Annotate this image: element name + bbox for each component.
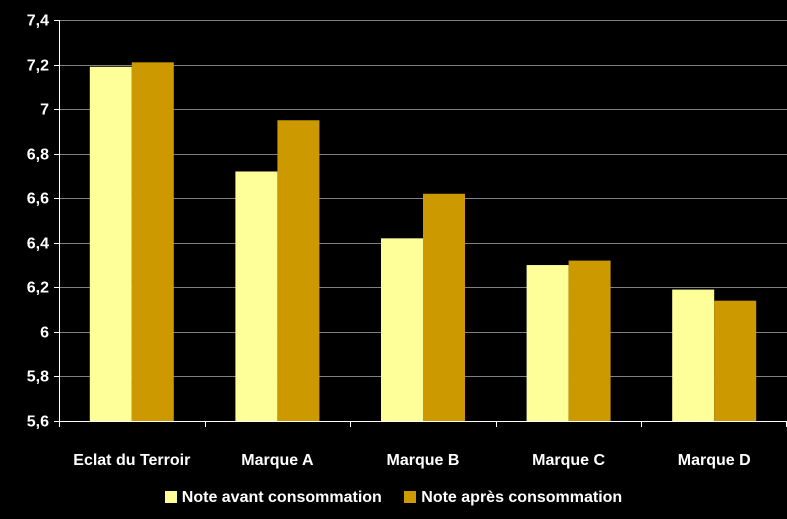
y-tick-label: 5,8 bbox=[27, 369, 49, 386]
x-tick-label: Marque A bbox=[241, 452, 314, 469]
y-tick-label: 7,4 bbox=[27, 13, 49, 30]
bar-after bbox=[714, 300, 757, 421]
y-tick-label: 6,4 bbox=[27, 236, 49, 253]
bar-after bbox=[131, 62, 174, 421]
bar-chart: 5,6 5,8 6 6,2 6,4 6,6 6,8 7 7,2 7,4 Eclat du Terro… bbox=[27, 13, 787, 469]
x-tick-label: Marque B bbox=[387, 452, 460, 469]
bar-before bbox=[672, 289, 715, 421]
y-tick-label: 6,8 bbox=[27, 147, 49, 164]
x-tick-label: Eclat du Terroir bbox=[73, 452, 190, 469]
y-tick-label: 7 bbox=[40, 102, 49, 119]
legend-item-after: Note après consommation bbox=[404, 489, 622, 507]
y-tick-label: 5,6 bbox=[27, 414, 49, 431]
bar-before bbox=[235, 171, 278, 421]
x-tick-label: Marque D bbox=[678, 452, 751, 469]
legend-item-before: Note avant consommation bbox=[164, 489, 382, 507]
y-tick-label: 6,2 bbox=[27, 280, 49, 297]
bar-before bbox=[381, 238, 423, 421]
x-tick-label: Marque C bbox=[532, 452, 605, 469]
y-tick-label: 7,2 bbox=[27, 58, 49, 75]
legend-swatch-before bbox=[164, 491, 177, 503]
y-tick-label: 6 bbox=[40, 325, 49, 342]
legend: Note avant consommation Note après conso… bbox=[0, 489, 787, 507]
legend-swatch-after bbox=[404, 491, 417, 503]
legend-label-before: Note avant consommation bbox=[181, 489, 382, 506]
legend-label-after: Note après consommation bbox=[421, 489, 623, 506]
bar-before bbox=[526, 265, 569, 421]
bar-after bbox=[568, 260, 611, 421]
bar-after bbox=[423, 193, 465, 421]
bar-before bbox=[89, 66, 132, 422]
y-tick-label: 6,6 bbox=[27, 191, 49, 208]
bar-after bbox=[277, 120, 320, 421]
